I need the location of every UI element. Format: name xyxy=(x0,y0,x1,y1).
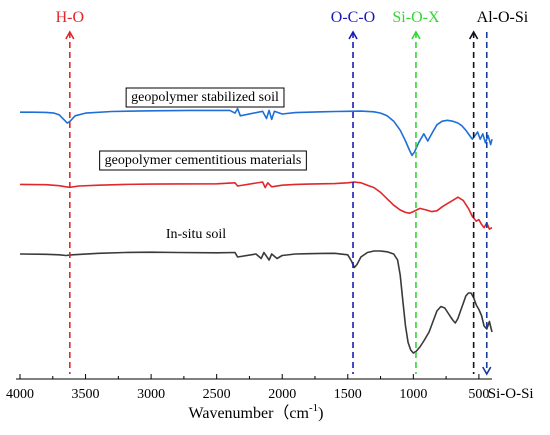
series-label-text-1: geopolymer stabilized soil xyxy=(131,90,279,105)
x-axis-title: Wavenumber（cm-1) xyxy=(189,402,324,422)
x-tick-label-1000: 1000 xyxy=(399,387,427,402)
marker-label-2: O-C-O xyxy=(331,9,375,26)
marker-arrow-1 xyxy=(65,30,75,40)
marker-arrow-2 xyxy=(348,30,358,40)
x-tick-label-2500: 2500 xyxy=(203,387,231,402)
series-label-layer: geopolymer stabilized soil geopolymer cem… xyxy=(99,87,307,242)
marker-layer: H-O O-C-O Si-O-X Al-O-Si Si-O-Si xyxy=(56,9,534,402)
x-tick-label-500: 500 xyxy=(468,387,489,402)
series-line-1 xyxy=(20,107,493,157)
marker-label-4: Al-O-Si xyxy=(477,9,529,26)
series-label-text-2: geopolymer cementitious materials xyxy=(105,153,302,168)
marker-arrow-3 xyxy=(411,30,421,40)
series-line-2 xyxy=(19,181,493,230)
series-label-box-2 xyxy=(99,150,307,171)
marker-arrow-5 xyxy=(482,366,492,376)
series-label-2: geopolymer cementitious materials xyxy=(99,150,307,171)
series-label-text-3: In-situ soil xyxy=(166,227,226,242)
x-tick-label-4000: 4000 xyxy=(6,387,34,402)
marker-label-1: H-O xyxy=(56,9,84,26)
series-label-box-1 xyxy=(125,87,285,108)
series-label-3: In-situ soil xyxy=(166,227,226,242)
marker-arrow-4 xyxy=(468,30,479,40)
marker-label-5: Si-O-Si xyxy=(488,386,534,402)
x-tick-label-3000: 3000 xyxy=(137,387,165,402)
series-layer xyxy=(19,107,493,354)
x-tick-label-2000: 2000 xyxy=(268,387,296,402)
x-tick-label-3500: 3500 xyxy=(72,387,100,402)
x-tick-label-1500: 1500 xyxy=(334,387,362,402)
x-axis: 4000 3500 3000 2500 2000 1500 1000 500 xyxy=(6,374,492,402)
series-label-1: geopolymer stabilized soil xyxy=(125,87,285,108)
series-line-3 xyxy=(19,250,493,354)
marker-label-3: Si-O-X xyxy=(392,9,440,26)
